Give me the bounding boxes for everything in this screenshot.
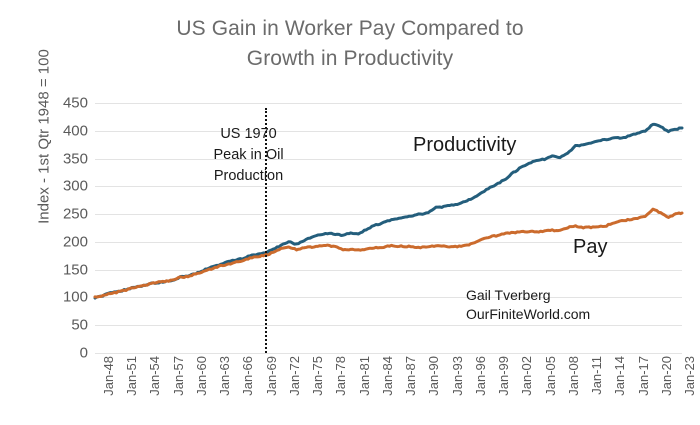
y-tick-200: 200: [62, 233, 88, 251]
y-tick-150: 150: [62, 261, 88, 279]
y-tick-250: 250: [62, 205, 88, 223]
x-tick-jan-81: Jan-81: [356, 356, 372, 396]
x-tick-jan-54: Jan-54: [147, 356, 163, 396]
peak-oil-annotation-label: US 1970 Peak in Oil Production: [213, 124, 283, 187]
gridline-300: [95, 186, 682, 188]
chart-title-line-2: Growth in Productivity: [246, 47, 454, 70]
x-tick-jan-60: Jan-60: [193, 356, 209, 396]
x-tick-jan-63: Jan-63: [217, 356, 233, 396]
peak-oil-line-1: US 1970: [220, 126, 277, 142]
gridline-250: [95, 214, 682, 216]
series-label-productivity: Productivity: [413, 134, 517, 156]
x-tick-jan-02: Jan-02: [519, 356, 535, 396]
x-tick-jan-93: Jan-93: [449, 356, 465, 396]
x-tick-jan-11: Jan-11: [589, 356, 605, 395]
peak-oil-line-2: Peak in Oil: [213, 147, 284, 163]
x-tick-jan-84: Jan-84: [379, 356, 395, 396]
x-tick-jan-87: Jan-87: [403, 356, 419, 396]
x-tick-jan-99: Jan-99: [496, 356, 512, 396]
credit-author: Gail Tverberg: [466, 287, 551, 303]
peak-oil-line-3: Production: [213, 168, 284, 184]
x-tick-jan-69: Jan-69: [263, 356, 279, 396]
gridline-50: [95, 325, 682, 327]
gridline-200: [95, 241, 682, 243]
gridline-450: [95, 103, 682, 104]
x-tick-jan-72: Jan-72: [286, 356, 302, 396]
y-axis-tick-labels: 450 400 350 300 250 200 150 100 50 0: [30, 95, 88, 362]
y-tick-400: 400: [62, 122, 88, 140]
series-label-pay: Pay: [573, 236, 608, 258]
series-line-productivity: [93, 122, 684, 300]
chart-title: US Gain in Worker Pay Compared to Growth…: [0, 14, 700, 74]
credit-annotation: Gail Tverberg OurFiniteWorld.com: [466, 286, 590, 324]
chart-title-line-1: US Gain in Worker Pay Compared to: [176, 17, 524, 40]
x-tick-jan-48: Jan-48: [101, 356, 116, 396]
y-tick-100: 100: [62, 288, 88, 306]
series-line-pay: [93, 207, 684, 299]
x-tick-jan-66: Jan-66: [240, 356, 256, 396]
x-tick-jan-23: Jan-23: [682, 356, 698, 396]
x-tick-jan-96: Jan-96: [472, 356, 488, 396]
x-tick-jan-08: Jan-08: [565, 356, 581, 396]
credit-website: OurFiniteWorld.com: [466, 306, 591, 322]
gridlines: [95, 103, 682, 354]
gridline-0: [95, 353, 682, 354]
y-tick-350: 350: [62, 150, 88, 168]
x-tick-jan-90: Jan-90: [426, 356, 442, 396]
x-tick-jan-78: Jan-78: [333, 356, 349, 396]
x-tick-jan-75: Jan-75: [310, 356, 326, 396]
x-tick-jan-05: Jan-05: [542, 356, 558, 396]
y-tick-0: 0: [79, 344, 88, 362]
gridline-350: [95, 158, 682, 160]
plot-area: [93, 103, 684, 354]
gridline-150: [95, 269, 682, 271]
x-tick-jan-17: Jan-17: [635, 356, 651, 396]
y-tick-300: 300: [62, 177, 88, 195]
series-lines: [93, 122, 684, 300]
x-tick-jan-14: Jan-14: [612, 356, 628, 396]
gridline-100: [95, 297, 682, 299]
y-tick-450: 450: [62, 94, 88, 112]
y-tick-50: 50: [71, 316, 88, 334]
x-axis-tick-labels: Jan-48 Jan-51 Jan-54 Jan-57 Jan-60 Jan-63 Jan-…: [95, 356, 697, 422]
peak-oil-annotation-line: [265, 108, 268, 353]
x-tick-jan-20: Jan-20: [658, 356, 674, 396]
x-tick-jan-51: Jan-51: [124, 356, 140, 396]
x-tick-jan-57: Jan-57: [170, 356, 186, 396]
gridline-400: [95, 130, 682, 132]
